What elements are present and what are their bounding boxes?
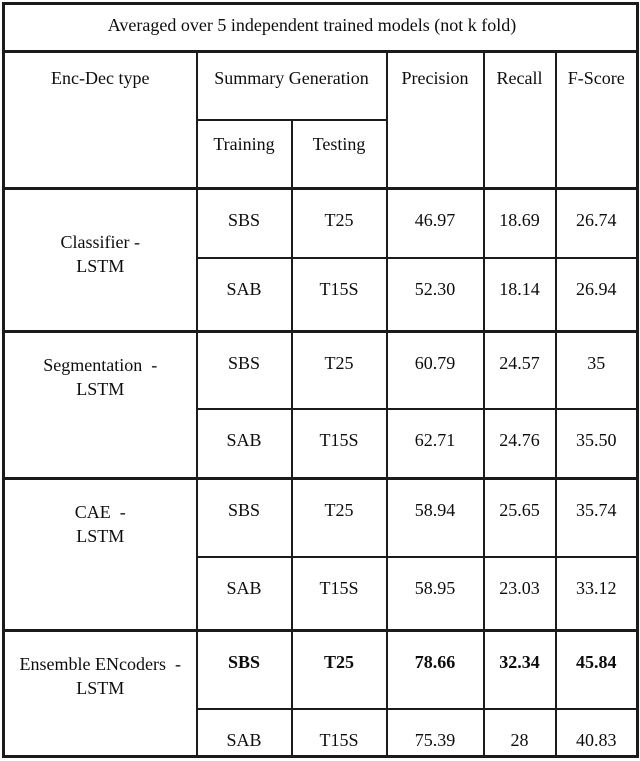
cell-testing: T15S [290, 555, 388, 632]
cell-f-score: 45.84 [554, 629, 639, 710]
col-header-recall: Recall [482, 50, 557, 190]
cell-training: SAB [195, 555, 293, 632]
cell-training: SAB [195, 407, 293, 480]
col-header-precision: Precision [385, 50, 485, 190]
cell-training: SBS [195, 187, 293, 259]
cell-f-score: 35 [554, 330, 639, 410]
row-group-label-segmentation-lstm: Segmentation - LSTM [2, 330, 198, 480]
cell-testing: T25 [290, 187, 388, 259]
cell-precision: 75.39 [385, 707, 485, 758]
cell-recall: 28 [482, 707, 557, 758]
cell-precision: 60.79 [385, 330, 485, 410]
cell-training: SBS [195, 477, 293, 558]
cell-recall: 18.69 [482, 187, 557, 259]
cell-testing: T25 [290, 629, 388, 710]
col-header-enc-dec-type: Enc-Dec type [2, 50, 198, 190]
cell-testing: T15S [290, 707, 388, 758]
cell-training: SBS [195, 330, 293, 410]
cell-training: SAB [195, 256, 293, 333]
cell-f-score: 35.74 [554, 477, 639, 558]
cell-f-score: 35.50 [554, 407, 639, 480]
cell-precision: 58.95 [385, 555, 485, 632]
cell-f-score: 33.12 [554, 555, 639, 632]
cell-testing: T25 [290, 330, 388, 410]
cell-recall: 24.76 [482, 407, 557, 480]
cell-recall: 23.03 [482, 555, 557, 632]
table-title: Averaged over 5 independent trained mode… [2, 2, 639, 53]
cell-testing: T15S [290, 256, 388, 333]
cell-training: SBS [195, 629, 293, 710]
col-header-summary-generation: Summary Generation [195, 50, 388, 121]
cell-f-score: 26.94 [554, 256, 639, 333]
cell-recall: 25.65 [482, 477, 557, 558]
cell-f-score: 26.74 [554, 187, 639, 259]
cell-recall: 24.57 [482, 330, 557, 410]
row-group-label-ensemble-encoders-lstm: Ensemble ENcoders - LSTM [2, 629, 198, 758]
col-header-training: Training [195, 118, 293, 190]
cell-f-score: 40.83 [554, 707, 639, 758]
cell-precision: 58.94 [385, 477, 485, 558]
row-group-label-classifier-lstm: Classifier - LSTM [2, 187, 198, 333]
col-header-f-score: F-Score [554, 50, 639, 190]
cell-precision: 62.71 [385, 407, 485, 480]
cell-precision: 52.30 [385, 256, 485, 333]
cell-precision: 78.66 [385, 629, 485, 710]
cell-testing: T25 [290, 477, 388, 558]
col-header-testing: Testing [290, 118, 388, 190]
cell-training: SAB [195, 707, 293, 758]
cell-recall: 18.14 [482, 256, 557, 333]
cell-recall: 32.34 [482, 629, 557, 710]
row-group-label-cae-lstm: CAE - LSTM [2, 477, 198, 632]
cell-testing: T15S [290, 407, 388, 480]
cell-precision: 46.97 [385, 187, 485, 259]
